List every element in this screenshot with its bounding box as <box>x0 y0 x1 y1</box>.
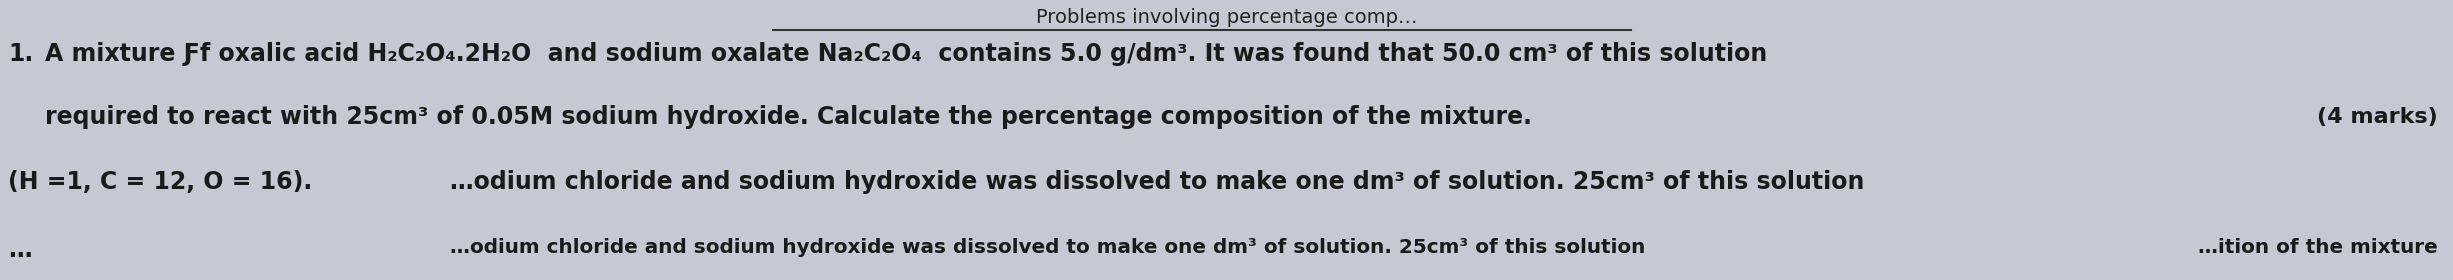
Text: (H =1, C = 12, O = 16).: (H =1, C = 12, O = 16). <box>7 170 312 194</box>
Text: Problems involving percentage comp…: Problems involving percentage comp… <box>1035 8 1418 27</box>
Text: 1.: 1. <box>7 42 34 66</box>
Text: (4 marks): (4 marks) <box>2318 107 2438 127</box>
Text: required to react with 25cm³ of 0.05M sodium hydroxide. Calculate the percentage: required to react with 25cm³ of 0.05M so… <box>44 105 1533 129</box>
Text: …odium chloride and sodium hydroxide was dissolved to make one dm³ of solution. : …odium chloride and sodium hydroxide was… <box>449 170 1864 194</box>
Text: …ition of the mixture: …ition of the mixture <box>2198 238 2438 257</box>
Text: A mixture Ƒf oxalic acid H₂C₂O₄.2H₂O  and sodium oxalate Na₂C₂O₄  contains 5.0 g: A mixture Ƒf oxalic acid H₂C₂O₄.2H₂O and… <box>44 42 1766 66</box>
Text: …odium chloride and sodium hydroxide was dissolved to make one dm³ of solution. : …odium chloride and sodium hydroxide was… <box>449 238 1646 257</box>
Text: …: … <box>7 238 32 262</box>
